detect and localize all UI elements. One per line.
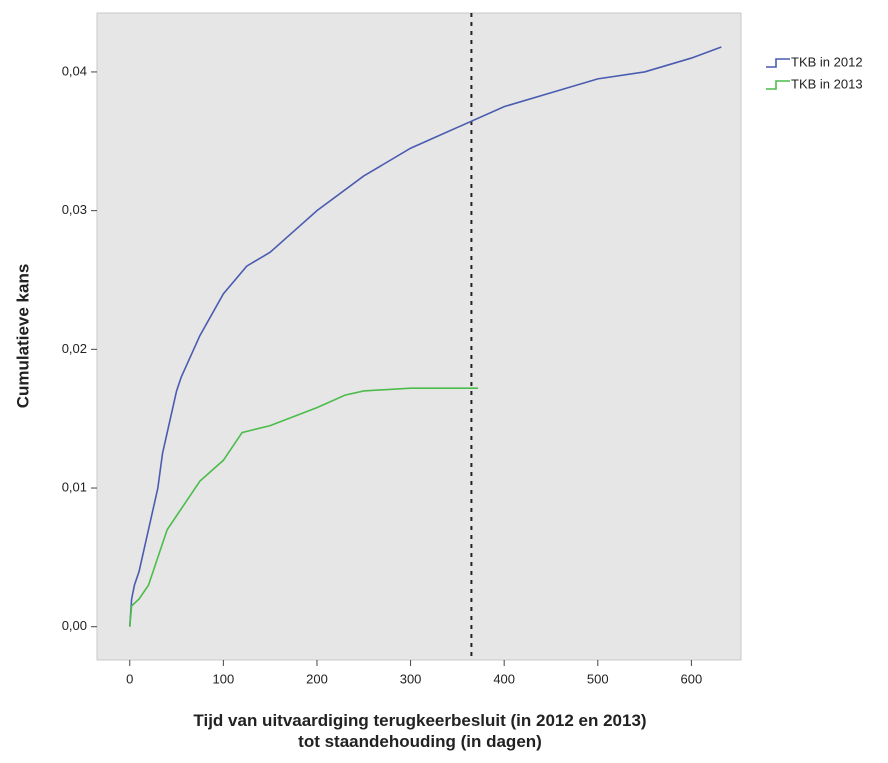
x-tick-label: 300 <box>400 671 422 686</box>
y-tick-label: 0,01 <box>62 479 87 494</box>
y-axis-title: Cumulatieve kans <box>13 264 32 409</box>
legend-swatch <box>766 58 790 68</box>
y-tick-label: 0,03 <box>62 202 87 217</box>
x-tick-label: 600 <box>681 671 703 686</box>
legend-label: TKB in 2013 <box>791 76 863 91</box>
plot-area <box>96 12 742 661</box>
legend-swatch <box>766 80 790 90</box>
y-tick-label: 0,04 <box>62 63 87 78</box>
x-tick-label: 100 <box>213 671 235 686</box>
x-tick-label: 0 <box>126 671 133 686</box>
series-line <box>128 387 478 627</box>
x-tick-label: 200 <box>306 671 328 686</box>
y-tick-label: 0,00 <box>62 618 87 633</box>
legend-label: TKB in 2012 <box>791 54 863 69</box>
series-line <box>128 46 722 627</box>
x-tick-label: 400 <box>493 671 515 686</box>
x-tick-label: 500 <box>587 671 609 686</box>
y-tick-label: 0,02 <box>62 341 87 356</box>
x-axis-title: Tijd van uitvaardiging terugkeerbesluit … <box>193 711 646 751</box>
